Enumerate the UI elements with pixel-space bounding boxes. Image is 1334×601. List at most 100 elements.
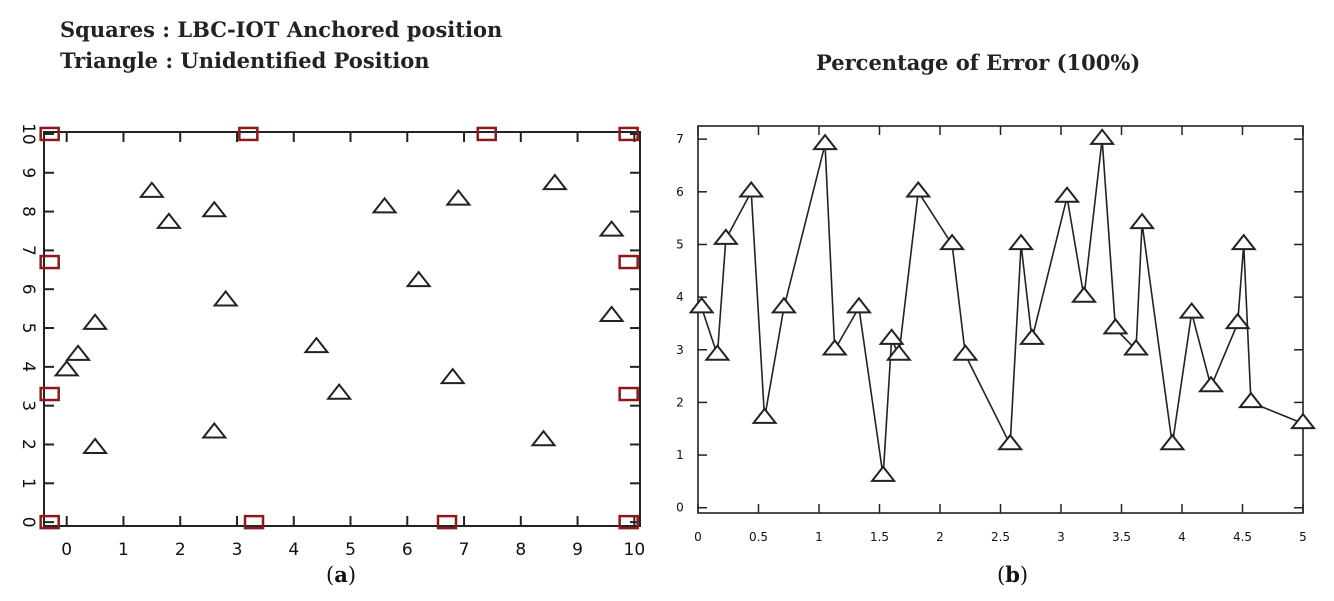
x-tick-label-a: 8 xyxy=(515,540,526,560)
x-tick-label-a: 9 xyxy=(572,540,583,560)
error-point xyxy=(845,296,872,314)
y-tick-label-a: 2 xyxy=(18,439,38,450)
anchor-square-point xyxy=(618,514,639,530)
error-point xyxy=(688,296,715,314)
triangle-point xyxy=(371,196,398,214)
y-tick-label-a: 9 xyxy=(18,167,38,178)
triangle-point xyxy=(598,305,625,323)
y-tick-label-b: 0 xyxy=(676,501,684,515)
y-tick-label-a: 5 xyxy=(18,323,38,334)
triangle-point xyxy=(598,220,625,237)
error-point xyxy=(905,180,932,198)
anchor-square-point xyxy=(618,386,639,402)
error-point xyxy=(704,344,731,361)
legend-squares: Squares : LBC-IOT Anchored position xyxy=(60,17,503,42)
error-point xyxy=(1230,233,1257,251)
error-point xyxy=(712,228,739,245)
error-point xyxy=(1178,301,1205,319)
x-tick-label-b: 4.5 xyxy=(1233,530,1252,544)
x-tick-label-a: 7 xyxy=(459,540,470,560)
error-point xyxy=(751,407,778,424)
x-tick-label-a: 10 xyxy=(624,540,646,560)
anchor-square-point xyxy=(238,126,259,142)
caption-b: (b) xyxy=(997,562,1029,587)
x-tick-label-a: 0 xyxy=(61,540,72,560)
x-tick-label-a: 4 xyxy=(288,540,299,560)
triangle-point xyxy=(82,313,109,330)
chart-b-title: Percentage of Error (100%) xyxy=(816,50,1141,75)
y-tick-label-a: 6 xyxy=(18,284,38,295)
error-point xyxy=(997,433,1024,451)
error-point xyxy=(1102,317,1129,335)
error-point xyxy=(1053,186,1081,203)
error-point xyxy=(1018,328,1046,345)
error-point xyxy=(878,328,905,345)
anchor-square-point xyxy=(618,254,639,270)
anchor-square-point xyxy=(39,126,60,142)
y-tick-label-a: 8 xyxy=(18,206,38,217)
x-tick-label-b: 0.5 xyxy=(749,530,768,544)
anchor-square-point xyxy=(618,126,639,142)
error-point xyxy=(1070,286,1098,303)
error-point xyxy=(1089,128,1116,145)
error-point xyxy=(811,133,839,151)
x-tick-label-b: 4 xyxy=(1178,530,1186,544)
error-point xyxy=(1008,233,1035,251)
caption-a: (a) xyxy=(326,562,357,587)
legend-triangles: Triangle : Unidentified Position xyxy=(60,48,430,73)
error-point xyxy=(952,344,979,361)
caption-b-letter: b xyxy=(1005,562,1020,587)
error-point xyxy=(1224,312,1251,330)
x-tick-label-b: 0 xyxy=(694,530,702,544)
triangle-point xyxy=(303,336,330,354)
anchor-square-point xyxy=(243,514,265,530)
x-tick-label-a: 3 xyxy=(232,540,243,560)
error-point xyxy=(770,296,797,314)
error-point xyxy=(870,465,897,482)
y-tick-label-b: 6 xyxy=(676,185,684,199)
error-point xyxy=(1159,433,1186,451)
caption-a-letter: a xyxy=(334,562,348,587)
anchor-square-point xyxy=(39,386,60,402)
y-tick-label-a: 0 xyxy=(18,517,38,528)
triangle-point xyxy=(439,367,466,385)
y-tick-label-a: 4 xyxy=(18,361,38,372)
error-point xyxy=(939,233,966,251)
triangle-point xyxy=(445,188,472,206)
triangle-point xyxy=(530,429,557,447)
y-tick-label-b: 5 xyxy=(676,237,684,251)
y-tick-label-b: 3 xyxy=(676,343,684,357)
triangle-point xyxy=(53,359,80,377)
legend-text: Squares : LBC-IOT Anchored position Tria… xyxy=(60,14,502,76)
triangle-point xyxy=(405,270,432,288)
x-tick-label-a: 1 xyxy=(118,540,129,560)
anchor-square-point xyxy=(436,514,458,530)
triangle-point xyxy=(201,421,228,439)
anchor-square-point xyxy=(39,514,60,530)
x-tick-label-a: 2 xyxy=(175,540,186,560)
y-tick-label-a: 10 xyxy=(18,123,38,145)
error-point xyxy=(1289,412,1317,430)
y-tick-label-a: 7 xyxy=(18,245,38,256)
anchor-square-point xyxy=(476,126,497,142)
error-point xyxy=(1122,338,1150,356)
triangle-point xyxy=(65,344,92,361)
x-tick-label-b: 3.5 xyxy=(1112,530,1131,544)
error-point xyxy=(1129,212,1156,230)
anchor-square-point xyxy=(39,254,60,270)
x-tick-label-b: 5 xyxy=(1299,530,1307,544)
plot-frame-b xyxy=(697,125,1304,514)
error-point xyxy=(885,344,912,361)
triangle-point xyxy=(212,289,239,307)
triangle-point xyxy=(155,212,182,229)
x-tick-label-b: 3 xyxy=(1057,530,1065,544)
triangle-point xyxy=(82,437,109,455)
error-point xyxy=(738,180,765,198)
y-tick-label-a: 3 xyxy=(18,400,38,411)
y-tick-label-a: 1 xyxy=(18,478,38,489)
x-tick-label-a: 5 xyxy=(345,540,356,560)
triangle-point xyxy=(138,181,165,198)
triangle-point xyxy=(541,173,568,191)
